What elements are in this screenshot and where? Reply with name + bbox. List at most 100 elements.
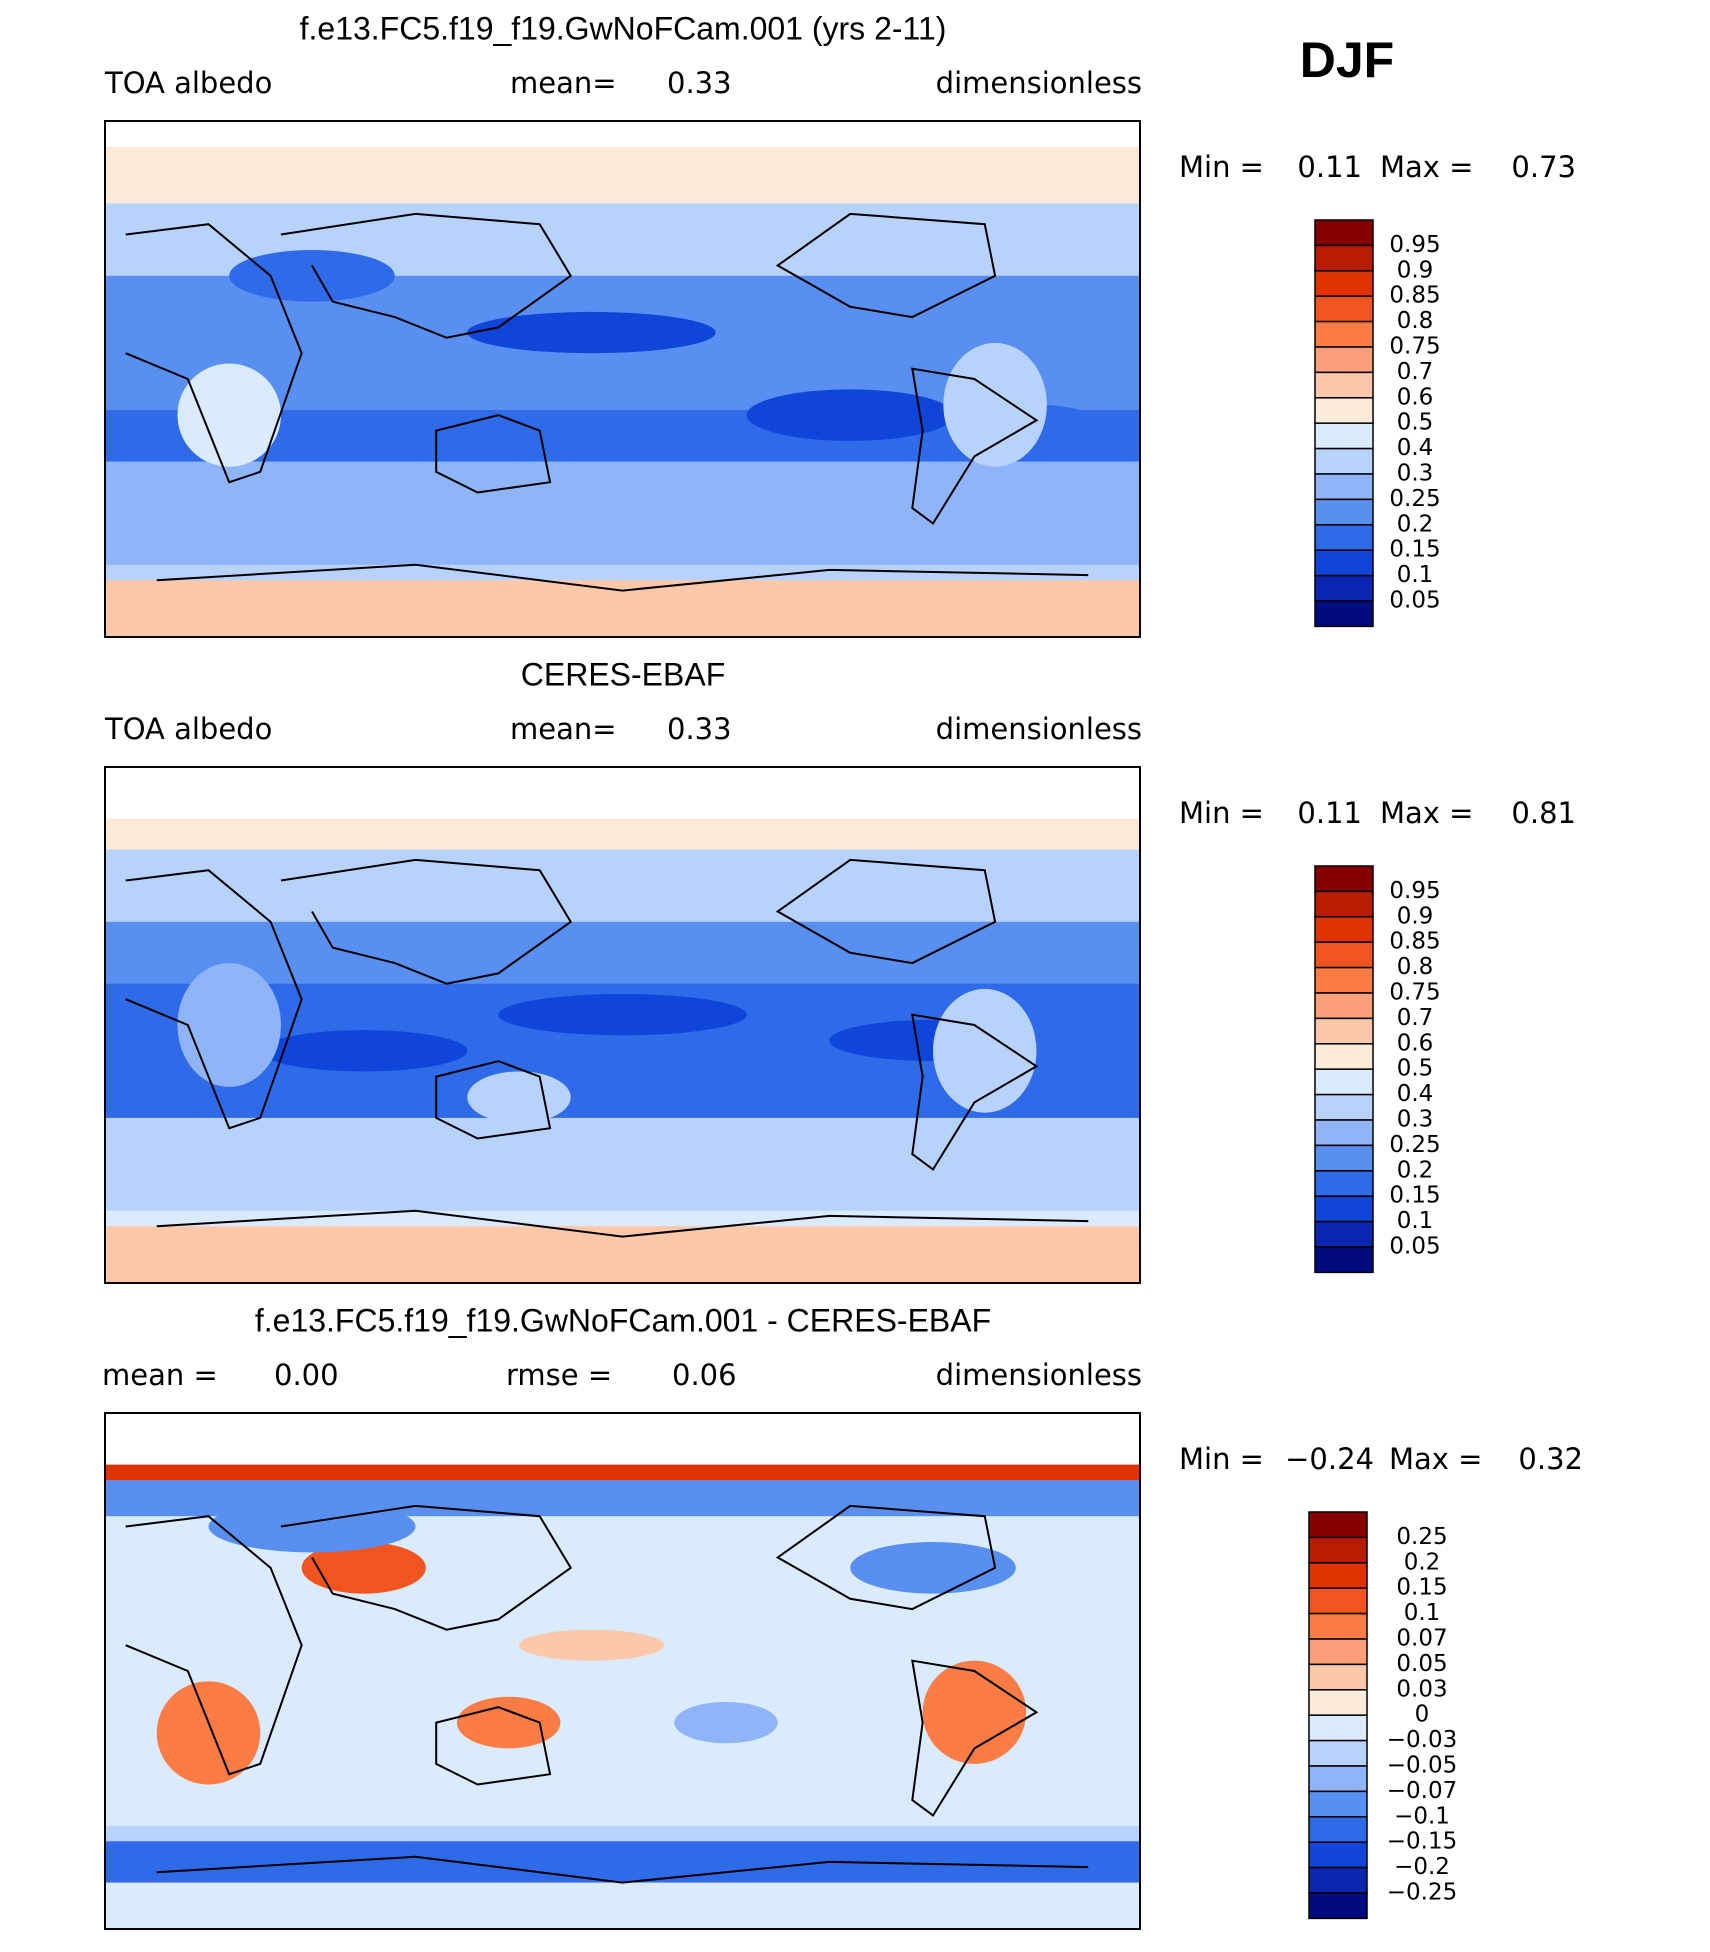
coastline xyxy=(125,869,303,1130)
panel-title: f.e13.FC5.f19_f19.GwNoFCam.001 - CERES-E… xyxy=(255,1302,991,1338)
colorbar-label: 0.95 xyxy=(1389,232,1440,258)
stat-label: mean= xyxy=(510,712,617,746)
colorbar-box xyxy=(1314,1195,1374,1223)
colorbar-label: 0.05 xyxy=(1396,1651,1447,1677)
colorbar-box xyxy=(1308,1765,1368,1793)
coastline xyxy=(435,414,552,494)
units: dimensionless xyxy=(936,66,1142,100)
map-blob xyxy=(519,1629,664,1661)
colorbar-box xyxy=(1308,1511,1368,1539)
colorbar-box xyxy=(1314,1119,1374,1147)
colorbar-box xyxy=(1314,1170,1374,1197)
colorbar-box xyxy=(1308,1689,1368,1716)
stat-label: mean= xyxy=(510,66,617,100)
map-blob xyxy=(674,1701,778,1744)
colorbar-box xyxy=(1314,865,1374,893)
colorbar-label: 0.5 xyxy=(1397,410,1434,436)
map-blob xyxy=(229,249,395,302)
colorbar-label: 0.5 xyxy=(1397,1056,1434,1082)
stat-label: rmse = xyxy=(506,1358,612,1392)
stat-value: 0.33 xyxy=(667,66,732,100)
colorbar-label: 0.75 xyxy=(1389,980,1440,1006)
units: dimensionless xyxy=(936,1358,1142,1392)
colorbar-label: 0.25 xyxy=(1389,1132,1440,1158)
coastline xyxy=(911,1659,1039,1817)
colorbar-label: −0.1 xyxy=(1394,1803,1450,1829)
colorbar-box xyxy=(1314,397,1374,424)
colorbar-label: 0.85 xyxy=(1389,283,1440,309)
map-band xyxy=(105,461,1140,566)
max-label: Max = xyxy=(1380,150,1473,184)
colorbar-box xyxy=(1314,447,1374,475)
map-blob xyxy=(363,409,530,452)
map xyxy=(105,767,1140,1283)
min-label: Min = xyxy=(1179,796,1264,830)
colorbar-label: 0.8 xyxy=(1397,954,1434,980)
min-label: Min = xyxy=(1179,150,1264,184)
map-blob xyxy=(850,1542,1016,1594)
coastline xyxy=(775,1504,997,1611)
colorbar-box xyxy=(1314,549,1374,577)
colorbar-label: 0.9 xyxy=(1397,903,1434,929)
map-band xyxy=(105,1841,1140,1884)
map xyxy=(105,1413,1140,1929)
colorbar-label: −0.03 xyxy=(1387,1727,1457,1753)
colorbar-label: −0.07 xyxy=(1387,1778,1457,1804)
colorbar-box xyxy=(1308,1638,1368,1666)
stat-value: 0.06 xyxy=(672,1358,737,1392)
colorbar-label: 0.03 xyxy=(1396,1676,1447,1702)
colorbar-label: 0.25 xyxy=(1389,486,1440,512)
map-blob xyxy=(260,1030,468,1072)
coastline xyxy=(125,1515,303,1776)
colorbar-label: −0.05 xyxy=(1387,1753,1457,1779)
colorbar-label: 0.3 xyxy=(1397,461,1434,487)
stat-value: 0.33 xyxy=(667,712,732,746)
colorbar-label: 0.2 xyxy=(1404,1549,1441,1575)
map-band xyxy=(105,1226,1140,1283)
max-value: 0.32 xyxy=(1518,1442,1583,1476)
map-band xyxy=(105,767,1140,820)
map-blob xyxy=(943,342,1047,467)
colorbar-label: 0.07 xyxy=(1396,1626,1447,1652)
coastline xyxy=(775,212,997,319)
colorbar-box xyxy=(1308,1612,1368,1640)
colorbar-box xyxy=(1314,992,1374,1020)
units: dimensionless xyxy=(936,712,1142,746)
map-blob xyxy=(746,389,954,441)
colorbar-box xyxy=(1308,1892,1368,1920)
colorbar-box xyxy=(1314,320,1374,348)
min-label: Min = xyxy=(1179,1442,1264,1476)
map-frame xyxy=(104,1412,1141,1930)
colorbar-box xyxy=(1314,219,1374,247)
colorbar-label: 0.6 xyxy=(1397,384,1434,410)
colorbar-label: 0.85 xyxy=(1389,929,1440,955)
map-blob xyxy=(456,1696,561,1749)
colorbar-box xyxy=(1308,1663,1368,1691)
map-blob xyxy=(933,988,1037,1113)
colorbar-label: 0.15 xyxy=(1389,537,1440,563)
colorbar-label: 0.8 xyxy=(1397,308,1434,334)
max-label: Max = xyxy=(1389,1442,1482,1476)
colorbar-box xyxy=(1314,270,1374,297)
colorbar-box xyxy=(1314,346,1374,374)
coastline xyxy=(911,1013,1039,1171)
colorbar-label: 0.05 xyxy=(1389,1234,1440,1260)
colorbar-label: 0.7 xyxy=(1397,1005,1434,1031)
map-frame xyxy=(104,766,1141,1284)
colorbar-label: 0.95 xyxy=(1389,878,1440,904)
colorbar-label: 0.1 xyxy=(1404,1600,1441,1626)
colorbar-label: −0.2 xyxy=(1394,1854,1450,1880)
map-band xyxy=(105,849,1140,923)
colorbar-box xyxy=(1314,1220,1374,1248)
coastline xyxy=(775,858,997,965)
map-band xyxy=(105,1210,1140,1228)
field-label: TOA albedo xyxy=(104,66,272,100)
max-value: 0.73 xyxy=(1511,150,1576,184)
coastline xyxy=(125,223,303,484)
colorbar-label: 0.25 xyxy=(1396,1524,1447,1550)
panel-title: f.e13.FC5.f19_f19.GwNoFCam.001 (yrs 2-11… xyxy=(300,10,947,46)
coastline xyxy=(280,212,573,339)
colorbar-box xyxy=(1314,1246,1374,1274)
colorbar-box xyxy=(1314,473,1374,501)
colorbar-box xyxy=(1314,1093,1374,1121)
